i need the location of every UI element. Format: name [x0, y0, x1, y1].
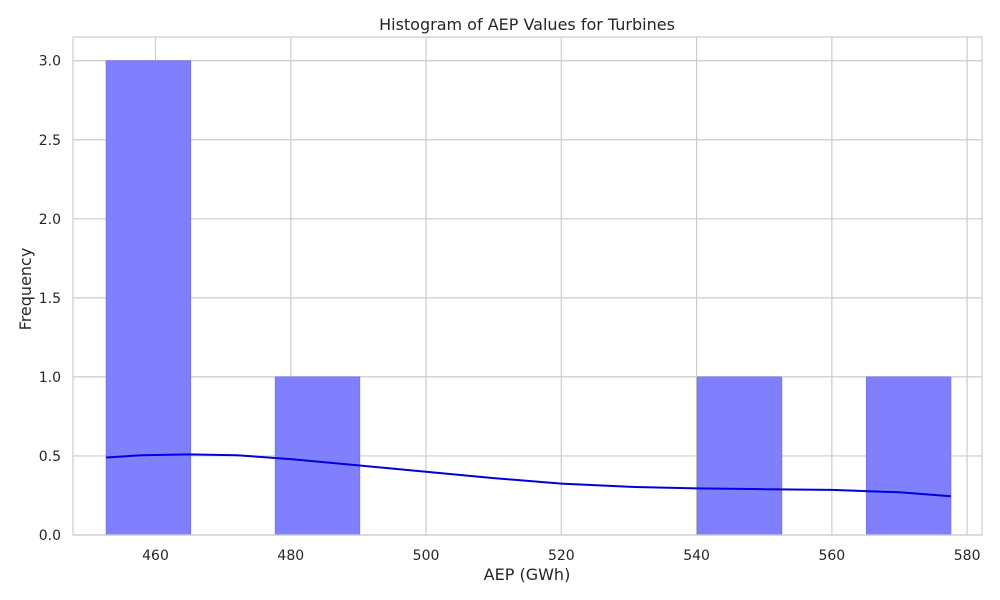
x-tick-label: 520 [548, 548, 575, 564]
histogram-bar [274, 376, 361, 536]
x-axis-label: AEP (GWh) [484, 565, 571, 584]
x-tick-label: 560 [818, 548, 845, 564]
kde-line [106, 453, 951, 498]
grid [73, 37, 982, 536]
y-axis-ticks: 0.0 0.5 1.0 1.5 2.0 2.5 3.0 [39, 54, 61, 544]
y-tick-label: 2.0 [39, 212, 61, 228]
y-tick-label: 0.5 [39, 449, 61, 465]
y-tick-label: 1.5 [39, 291, 61, 307]
x-tick-label: 540 [683, 548, 710, 564]
x-tick-label: 480 [277, 548, 304, 564]
x-tick-label: 580 [954, 548, 981, 564]
x-tick-label: 460 [142, 548, 169, 564]
y-tick-label: 0.0 [39, 528, 61, 544]
y-tick-label: 3.0 [39, 54, 61, 70]
histogram-bar [105, 60, 192, 536]
x-tick-label: 500 [413, 548, 440, 564]
plot-frame [72, 36, 983, 536]
histogram-bar [696, 376, 783, 536]
y-tick-label: 2.5 [39, 133, 61, 149]
histogram-bar [865, 376, 952, 536]
x-axis-ticks: 460 480 500 520 540 560 580 [142, 548, 980, 564]
kde-curve [106, 453, 951, 498]
chart-title: Histogram of AEP Values for Turbines [379, 15, 675, 34]
y-axis-label: Frequency [16, 248, 35, 331]
y-tick-label: 1.0 [39, 370, 61, 386]
